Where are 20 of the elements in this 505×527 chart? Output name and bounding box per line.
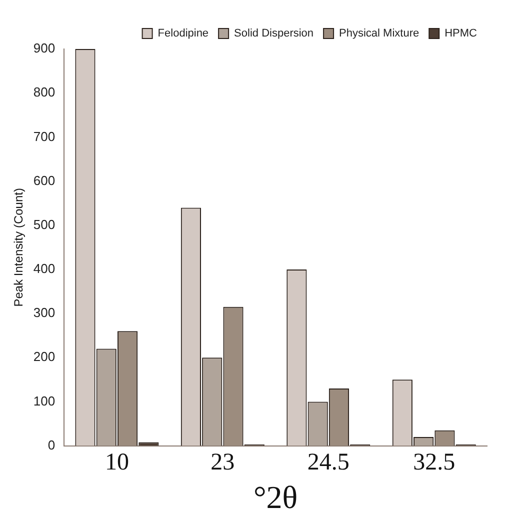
y-tick-label: 0 <box>48 437 56 452</box>
y-tick-label: 300 <box>33 305 56 320</box>
x-axis-title: °2θ <box>253 479 298 516</box>
x-tick-label: 23 <box>210 449 235 476</box>
y-tick-label: 500 <box>33 216 56 232</box>
y-tick-label: 600 <box>33 172 56 188</box>
y-tick-label: 400 <box>33 261 56 276</box>
legend-label: Felodipine <box>158 28 209 40</box>
y-tick-label: 900 <box>33 40 56 56</box>
y-axis-title: Peak Intensity (Count) <box>12 188 26 307</box>
x-tick-label: 32.5 <box>413 449 456 476</box>
y-tick-label: 800 <box>33 84 56 100</box>
y-tick-label: 700 <box>33 128 56 144</box>
legend-label: Physical Mixture <box>339 28 420 40</box>
x-tick-label: 10 <box>104 449 129 476</box>
y-tick-label: 100 <box>33 393 56 408</box>
x-tick-label: 24.5 <box>307 449 350 476</box>
legend-label: HPMC <box>444 28 478 40</box>
y-tick-label: 200 <box>33 349 56 364</box>
legend-label: Solid Dispersion <box>234 28 314 40</box>
